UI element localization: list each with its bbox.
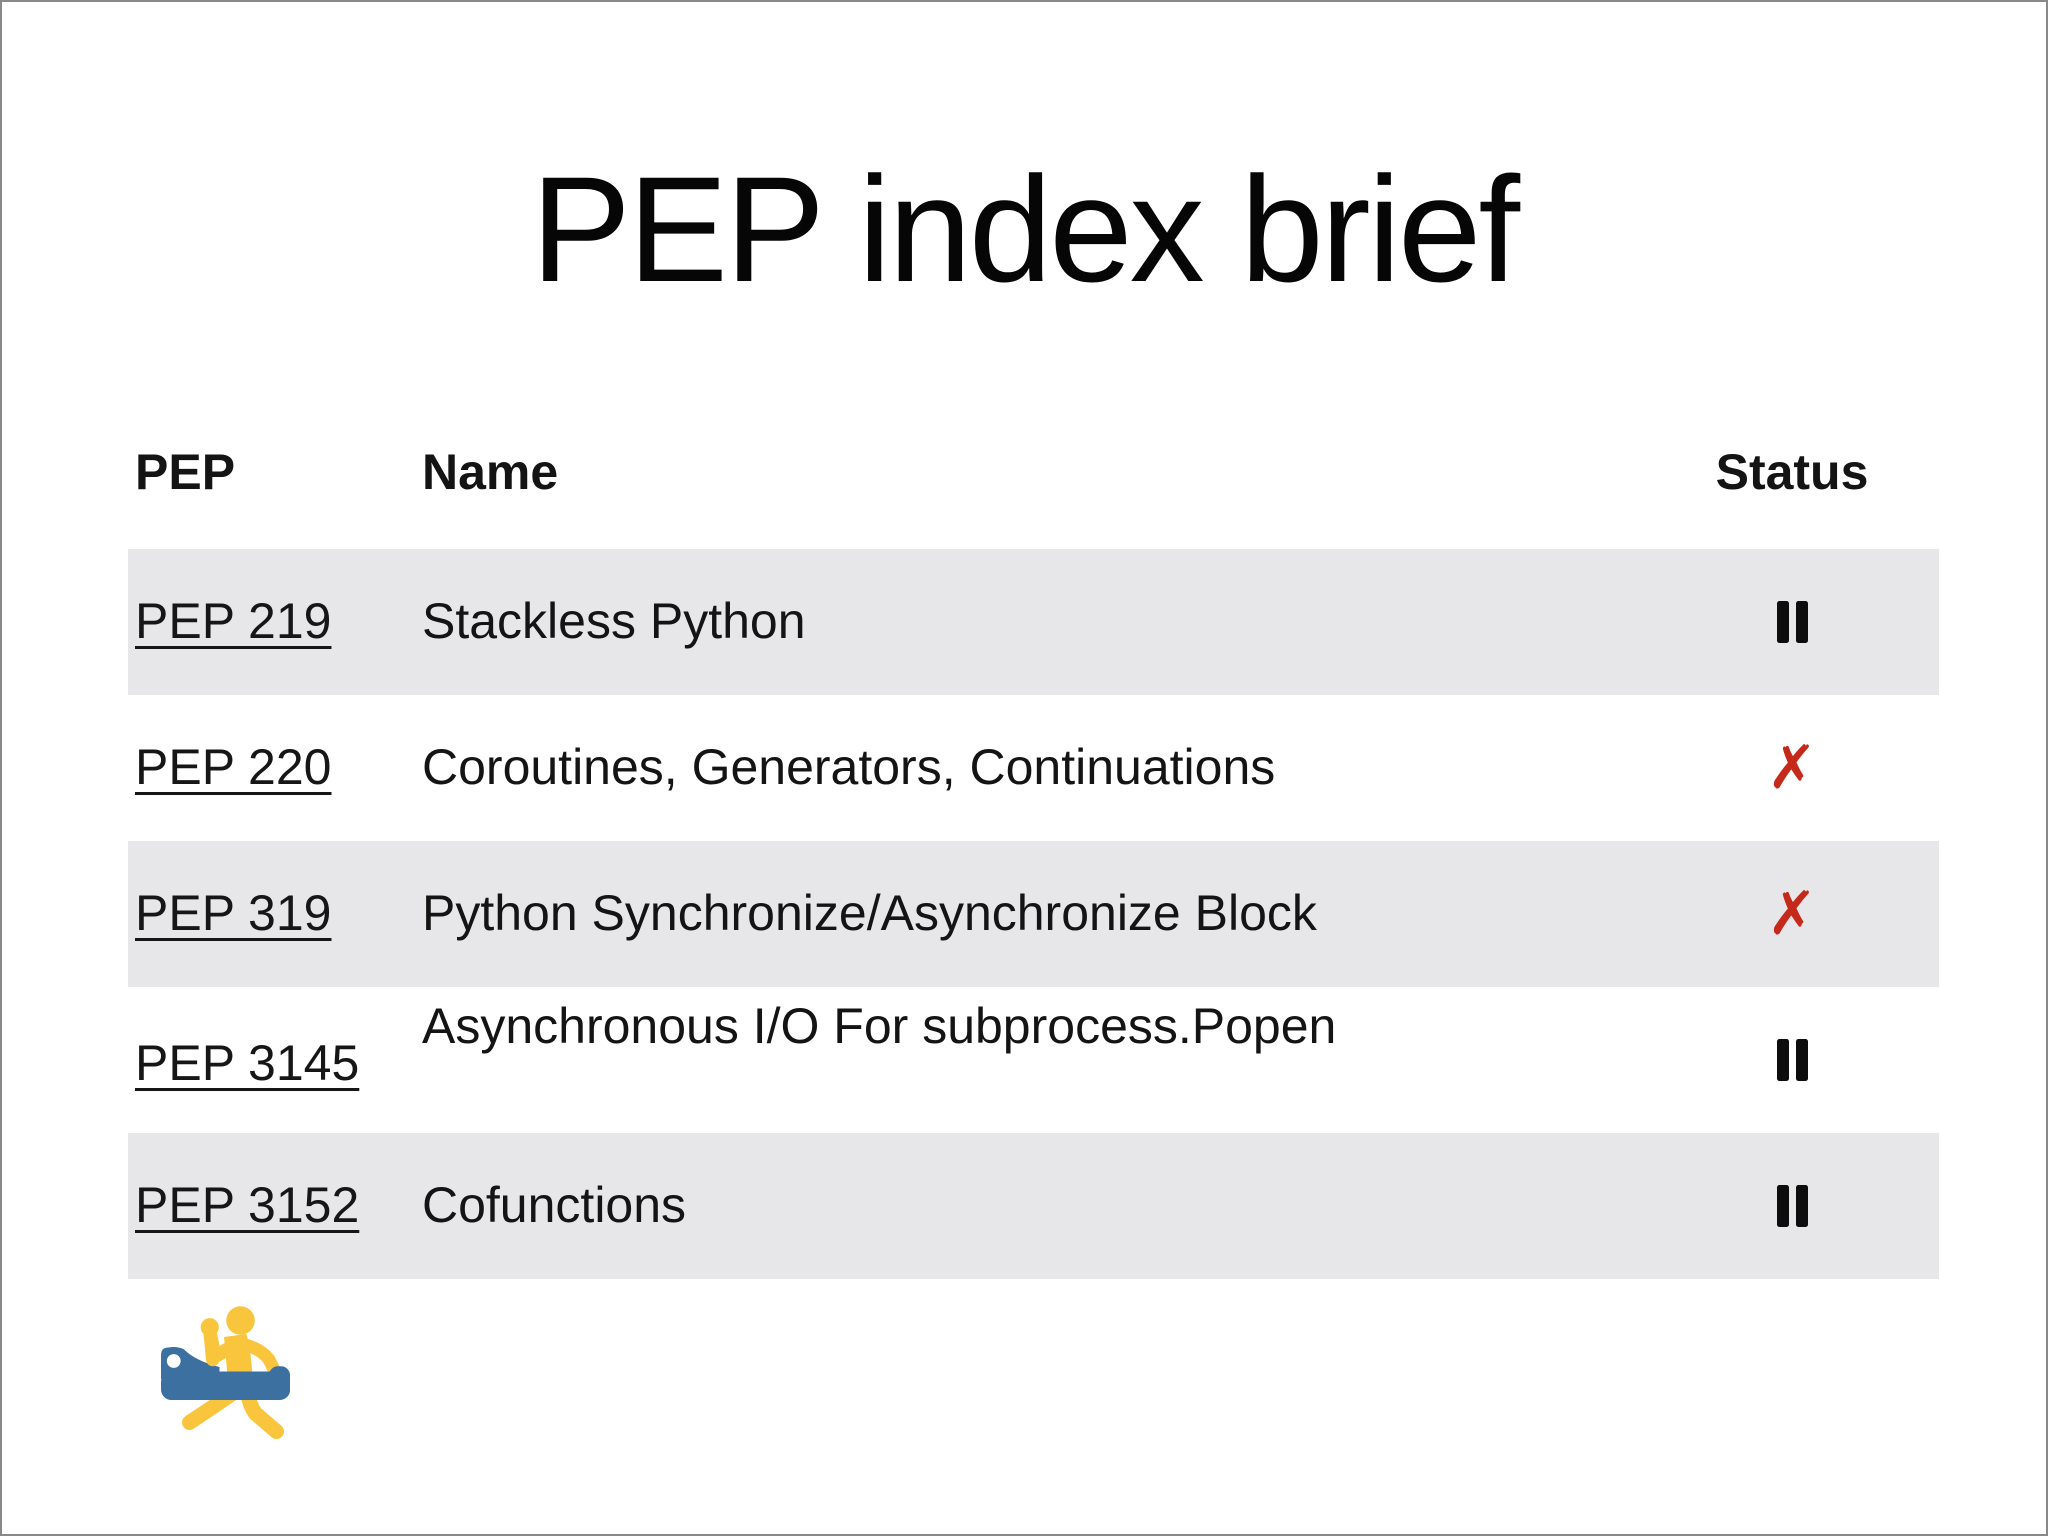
pep-name-text: Python Synchronize/Asynchronize Block (422, 885, 1317, 942)
name-cell: Cofunctions (422, 1133, 686, 1279)
name-cell: Asynchronous I/O For subprocess.Popen (422, 954, 1336, 1100)
status-cell: ✗ (1656, 695, 1928, 841)
column-header-pep: PEP (135, 444, 236, 500)
page-title: PEP index brief (530, 145, 1520, 313)
pep-cell: PEP 219 (135, 549, 331, 695)
pep-cell: PEP 3152 (135, 1133, 359, 1279)
name-cell: Stackless Python (422, 549, 806, 695)
cross-icon: ✗ (1766, 733, 1818, 803)
table-row: PEP 3152 Cofunctions (128, 1133, 1939, 1279)
status-cell (1656, 987, 1928, 1133)
pep-cell: PEP 220 (135, 695, 331, 841)
pep-name-text: Asynchronous I/O For subprocess.Popen (422, 998, 1337, 1055)
table-body: PEP 219 Stackless Python PEP 220 Corouti… (128, 549, 1939, 1279)
pep-name-text: Cofunctions (422, 1177, 687, 1234)
pause-icon (1776, 601, 1808, 643)
cross-icon: ✗ (1766, 879, 1818, 949)
pep-cell: PEP 319 (135, 841, 331, 987)
table-row: PEP 319 Python Synchronize/Asynchronize … (128, 841, 1939, 987)
column-header-status: Status (1715, 444, 1869, 500)
table-row: PEP 3145 Asynchronous I/O For subprocess… (128, 987, 1939, 1133)
status-cell (1656, 549, 1928, 695)
pep-cell: PEP 3145 (135, 991, 359, 1137)
pep-link[interactable]: PEP 3152 (135, 1177, 360, 1234)
name-cell: Coroutines, Generators, Continuations (422, 695, 1275, 841)
pep-link[interactable]: PEP 319 (135, 885, 332, 942)
pep-link[interactable]: PEP 219 (135, 593, 332, 650)
pause-icon (1776, 1039, 1808, 1081)
pause-icon (1776, 1185, 1808, 1227)
python-runner-wrench-icon (161, 1306, 290, 1439)
status-cell (1656, 1133, 1928, 1279)
pep-link[interactable]: PEP 220 (135, 739, 332, 796)
status-cell: ✗ (1656, 841, 1928, 987)
pep-link[interactable]: PEP 3145 (135, 1035, 360, 1092)
pep-name-text: Coroutines, Generators, Continuations (422, 739, 1276, 796)
column-header-name: Name (422, 444, 559, 500)
name-cell: Python Synchronize/Asynchronize Block (422, 841, 1317, 987)
table-row: PEP 220 Coroutines, Generators, Continua… (128, 695, 1939, 841)
table-row: PEP 219 Stackless Python (128, 549, 1939, 695)
pep-name-text: Stackless Python (422, 593, 806, 650)
